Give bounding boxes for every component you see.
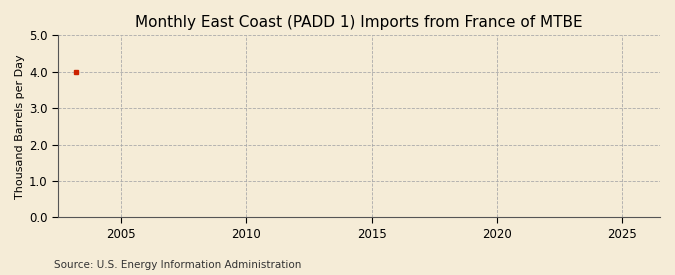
Y-axis label: Thousand Barrels per Day: Thousand Barrels per Day bbox=[15, 54, 25, 199]
Text: Source: U.S. Energy Information Administration: Source: U.S. Energy Information Administ… bbox=[54, 260, 301, 270]
Title: Monthly East Coast (PADD 1) Imports from France of MTBE: Monthly East Coast (PADD 1) Imports from… bbox=[135, 15, 583, 30]
